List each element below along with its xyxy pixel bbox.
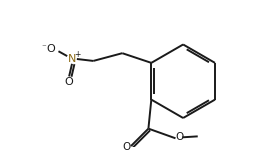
Text: O: O (175, 132, 183, 142)
Text: O: O (65, 77, 74, 87)
Text: O: O (46, 44, 55, 54)
Text: ⁻: ⁻ (42, 43, 46, 52)
Text: O: O (122, 142, 130, 152)
Text: N: N (68, 54, 76, 64)
Text: +: + (75, 50, 81, 59)
